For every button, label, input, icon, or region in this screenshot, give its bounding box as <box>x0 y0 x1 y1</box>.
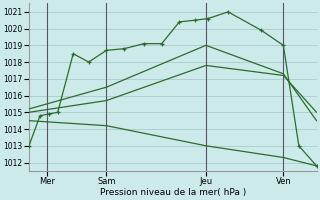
X-axis label: Pression niveau de la mer( hPa ): Pression niveau de la mer( hPa ) <box>100 188 246 197</box>
